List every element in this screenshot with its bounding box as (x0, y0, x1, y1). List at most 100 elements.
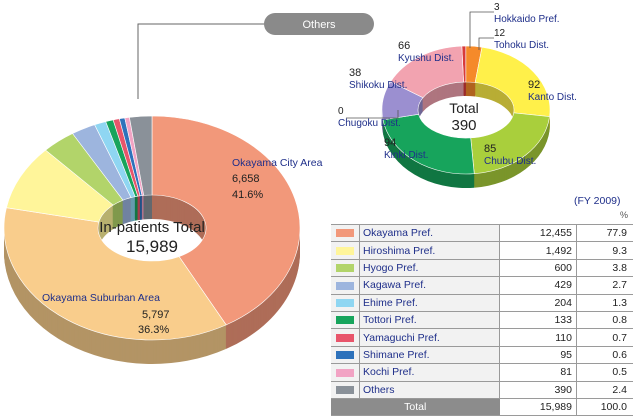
value-kyushu: 66 (398, 40, 410, 52)
table-row: Ehime Pref. 204 1.3 (331, 294, 633, 312)
patient-percent: 1.3 (576, 294, 633, 312)
label-kanto: Kanto Dist. (528, 92, 577, 103)
patient-percent: 9.3 (576, 241, 633, 260)
legend-swatch (336, 333, 354, 342)
patient-count: 204 (499, 294, 577, 312)
region-name: Tottori Pref. (359, 311, 500, 330)
small-donut-labels: Total 390 3 Hokkaido Pref. 12 Tohoku Dis… (338, 2, 577, 167)
patient-percent: 0.7 (576, 328, 633, 347)
big-donut-slice-others (129, 115, 153, 196)
big-donut-labels: Okayama City Area 6,658 41.6% Okayama Su… (42, 157, 323, 336)
label-kinki: Kinki Dist. (384, 150, 428, 161)
value-chugoku: 0 (338, 106, 344, 117)
total-label: Total (331, 398, 500, 416)
table-row: Yamaguchi Pref. 110 0.7 (331, 328, 633, 347)
big-donut-slice-okayama-city-area (151, 115, 301, 326)
callout-line (137, 23, 268, 99)
label-chugoku: Chugoku Dist. (338, 118, 401, 129)
leader-hokkaido (469, 11, 494, 48)
legend-swatch-cell (331, 223, 360, 243)
patient-count: 12,455 (499, 223, 577, 243)
leader-tohoku (478, 37, 494, 50)
table-row: Kochi Pref. 81 0.5 (331, 363, 633, 382)
table-row: Hiroshima Pref. 1,492 9.3 (331, 241, 633, 260)
table-row: Shimane Pref. 95 0.6 (331, 346, 633, 365)
legend-swatch (336, 229, 354, 238)
region-name: Okayama Pref. (359, 223, 500, 243)
legend-swatch-cell (331, 381, 360, 399)
label-kyushu: Kyushu Dist. (398, 53, 454, 64)
slice-value-okayama-suburban: 5,797 (142, 309, 170, 321)
table-row: Okayama Pref. 12,455 77.9 (331, 223, 633, 243)
value-kinki: 94 (384, 137, 396, 149)
value-kanto: 92 (528, 79, 540, 91)
slice-label-okayama-city: Okayama City Area (232, 157, 323, 169)
region-name: Hyogo Pref. (359, 259, 500, 278)
patient-count: 429 (499, 276, 577, 295)
table-row: Hyogo Pref. 600 3.8 (331, 259, 633, 278)
patient-percent: 2.4 (576, 381, 633, 399)
patient-count: 390 (499, 381, 577, 399)
others-callout: Others (137, 13, 374, 99)
leader-chugoku (346, 110, 399, 119)
legend-swatch (336, 264, 354, 273)
label-tohoku: Tohoku Dist. (494, 40, 549, 51)
patient-count: 133 (499, 311, 577, 330)
patient-percent: 0.8 (576, 311, 633, 330)
value-tohoku: 12 (494, 28, 506, 39)
value-hokkaido: 3 (494, 2, 500, 13)
table-row: Others 390 2.4 (331, 381, 633, 399)
small-donut-total: 390 (451, 117, 476, 134)
legend-swatch (336, 385, 354, 394)
patient-count: 1,492 (499, 241, 577, 260)
breakdown-table: Okayama Pref. 12,455 77.9 Hiroshima Pref. 1,… (331, 223, 633, 416)
legend-swatch (336, 316, 354, 325)
region-name: Others (359, 381, 500, 399)
table-row: Tottori Pref. 133 0.8 (331, 311, 633, 330)
patient-percent: 2.7 (576, 276, 633, 295)
big-donut-chart (3, 115, 301, 364)
total-count: 15,989 (499, 398, 577, 416)
legend-swatch (336, 246, 354, 255)
value-shikoku: 38 (349, 67, 361, 79)
patient-count: 110 (499, 328, 577, 347)
slice-value-okayama-city: 6,658 (232, 173, 260, 185)
callout-label: Others (302, 19, 336, 31)
slice-percent-okayama-suburban: 36.3% (138, 324, 169, 336)
region-name: Yamaguchi Pref. (359, 328, 500, 347)
patient-count: 600 (499, 259, 577, 278)
region-name: Ehime Pref. (359, 294, 500, 312)
callout-pill (264, 13, 374, 35)
fiscal-year-note: (FY 2009) (574, 195, 621, 207)
label-hokkaido: Hokkaido Pref. (494, 14, 560, 25)
small-donut-title: Total (449, 100, 479, 116)
legend-swatch-cell (331, 294, 360, 312)
big-donut-total: 15,989 (126, 237, 178, 256)
legend-swatch-cell (331, 328, 360, 347)
label-chubu: Chubu Dist. (484, 156, 536, 167)
slice-label-okayama-suburban: Okayama Suburban Area (42, 292, 160, 304)
table-total-row: Total 15,989 100.0 (331, 398, 633, 416)
region-name: Hiroshima Pref. (359, 241, 500, 260)
patient-percent: 77.9 (576, 223, 633, 243)
value-chubu: 85 (484, 143, 496, 155)
patient-percent: 3.8 (576, 259, 633, 278)
patient-count: 81 (499, 363, 577, 382)
label-shikoku: Shikoku Dist. (349, 80, 407, 91)
legend-swatch-cell (331, 259, 360, 278)
legend-swatch-cell (331, 346, 360, 365)
table-row: Kagawa Pref. 429 2.7 (331, 276, 633, 295)
legend-swatch (336, 281, 354, 290)
big-donut-slice-okayama-suburban-area (3, 207, 227, 341)
percent-unit: % (620, 210, 629, 220)
legend-swatch-cell (331, 311, 360, 330)
region-name: Kochi Pref. (359, 363, 500, 382)
big-donut-title: In-patients Total (99, 219, 205, 236)
slice-percent-okayama-city: 41.6% (232, 189, 263, 201)
small-donut-chart (381, 45, 551, 189)
patient-count: 95 (499, 346, 577, 365)
legend-swatch (336, 351, 354, 360)
legend-swatch-cell (331, 363, 360, 382)
patient-percent: 0.6 (576, 346, 633, 365)
